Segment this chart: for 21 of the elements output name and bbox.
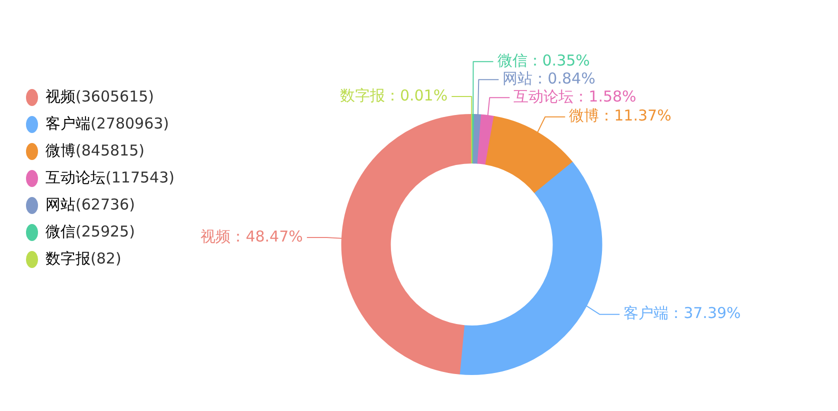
text: (3605615) [76, 87, 154, 106]
category-label: 互动论坛：1.58% [514, 88, 636, 106]
legend-label: 互动论坛 [46, 168, 106, 186]
category-label: 视频：48.47% [200, 227, 303, 246]
category-label: 客户端：37.39% [624, 304, 741, 322]
text: (845815) [76, 141, 144, 160]
legend-label: 视频 [46, 87, 76, 106]
text: (62736) [76, 195, 135, 214]
legend-label: 微信 [46, 222, 76, 240]
legend-label: 数字报 [46, 249, 90, 268]
category-label: 微博：11.37% [569, 106, 672, 125]
text: (117543) [106, 168, 174, 186]
legend-label: 微博 [46, 141, 76, 160]
text: (25925) [76, 222, 135, 240]
text: (82) [90, 249, 122, 268]
category-label: 微信：0.35% [497, 52, 590, 70]
category-label: 网站：0.84% [502, 70, 596, 88]
category-label: 数字报：0.01% [340, 86, 448, 104]
legend-label: 客户端 [46, 114, 90, 132]
text: (2780963) [90, 114, 170, 132]
legend-label: 网站 [46, 195, 76, 214]
